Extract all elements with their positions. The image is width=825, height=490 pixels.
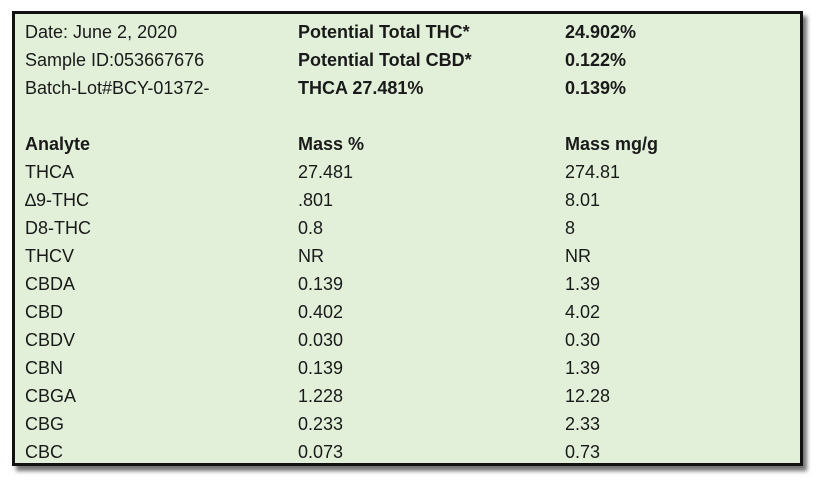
table-row: THCA 27.481 274.81 (15, 158, 800, 186)
summary-row-3: Batch-Lot#BCY-01372- THCA 27.481% 0.139% (15, 74, 800, 102)
mass-mg-g: 4.02 (565, 302, 601, 322)
analyte-name: THCA (25, 162, 74, 182)
mass-mg-g: 0.73 (565, 442, 601, 462)
analyte-name: CBDA (25, 274, 76, 294)
mass-mg-g: 8 (565, 218, 576, 238)
mass-mg-g: 1.39 (565, 274, 601, 294)
analyte-name: THCV (25, 246, 74, 266)
mass-percent: 0.8 (298, 218, 324, 238)
mass-mg-g: 8.01 (565, 190, 601, 210)
table-row: THCV NR NR (15, 242, 800, 270)
analyte-name: CBG (25, 414, 65, 434)
total-thc-label: Potential Total THC* (298, 22, 470, 42)
test-date: Date: June 2, 2020 (25, 22, 178, 42)
mass-mg-g: 274.81 (565, 162, 621, 182)
total-cbd-label: Potential Total CBD* (298, 50, 472, 70)
col-analyte-header: Analyte (25, 134, 91, 154)
mass-mg-g: 2.33 (565, 414, 601, 434)
thca-label: THCA 27.481% (298, 78, 424, 98)
analyte-name: CBC (25, 442, 64, 462)
mass-percent: 27.481 (298, 162, 354, 182)
analyte-name: CBD (25, 302, 64, 322)
table-row: CBC 0.073 0.73 (15, 438, 800, 463)
analyte-name: CBDV (25, 330, 76, 350)
mass-percent: 0.030 (298, 330, 344, 350)
lab-results-panel: Date: June 2, 2020 Potential Total THC* … (12, 11, 803, 466)
table-row: CBDA 0.139 1.39 (15, 270, 800, 298)
mass-mg-g: 0.30 (565, 330, 601, 350)
table-row: CBGA 1.228 12.28 (15, 382, 800, 410)
analyte-name: D8-THC (25, 218, 91, 238)
mass-mg-g: 12.28 (565, 386, 611, 406)
mass-percent: 0.139 (298, 358, 344, 378)
mass-percent: 0.139 (298, 274, 344, 294)
summary-row-2: Sample ID:053667676 Potential Total CBD*… (15, 46, 800, 74)
mass-percent: NR (298, 246, 324, 266)
total-thc-value: 24.902% (565, 22, 637, 42)
mass-percent: 0.073 (298, 442, 344, 462)
table-header: Analyte Mass % Mass mg/g (15, 130, 800, 158)
summary-row-1: Date: June 2, 2020 Potential Total THC* … (15, 18, 800, 46)
table-row: CBG 0.233 2.33 (15, 410, 800, 438)
mass-percent: 0.233 (298, 414, 344, 434)
table-row: D8-THC 0.8 8 (15, 214, 800, 242)
total-cbd-value: 0.122% (565, 50, 627, 70)
mass-percent: 0.402 (298, 302, 344, 322)
mass-mg-g: 1.39 (565, 358, 601, 378)
mass-percent: 1.228 (298, 386, 344, 406)
col-mass-percent-header: Mass % (298, 134, 365, 154)
mass-mg-g: NR (565, 246, 591, 266)
mass-percent: .801 (298, 190, 334, 210)
analyte-name: ∆9-THC (25, 190, 90, 210)
table-row: CBDV 0.030 0.30 (15, 326, 800, 354)
analyte-name: CBGA (25, 386, 77, 406)
table-row: CBD 0.402 4.02 (15, 298, 800, 326)
table-row: ∆9-THC .801 8.01 (15, 186, 800, 214)
sample-id: Sample ID:053667676 (25, 50, 205, 70)
analyte-name: CBN (25, 358, 64, 378)
thca-summary-value: 0.139% (565, 78, 627, 98)
col-mass-mg-g-header: Mass mg/g (565, 134, 659, 154)
table-row: CBN 0.139 1.39 (15, 354, 800, 382)
batch-lot: Batch-Lot#BCY-01372- (25, 78, 210, 98)
